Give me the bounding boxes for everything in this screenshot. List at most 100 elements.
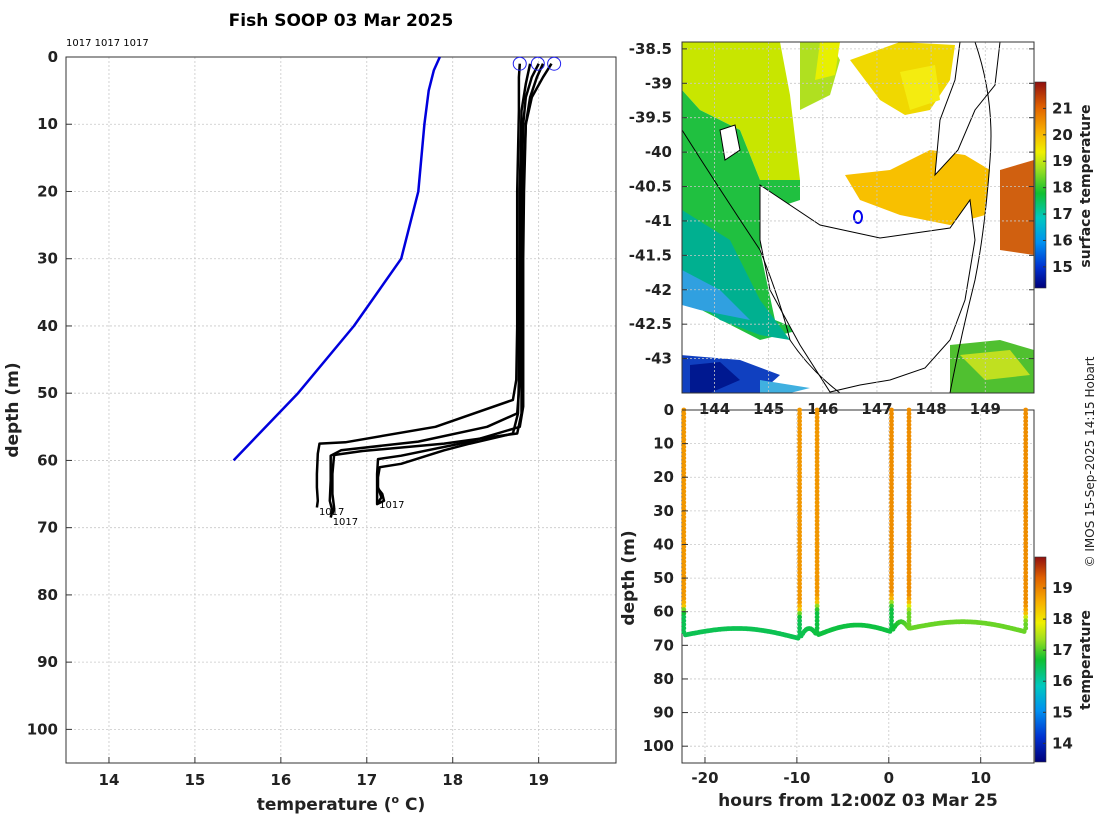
- section-data-point: [889, 415, 894, 420]
- section-data-point: [906, 503, 912, 509]
- section-data-point: [889, 599, 894, 605]
- section-data-point: [889, 485, 894, 491]
- section-data-point: [814, 592, 820, 598]
- temperature-colorbar-tick-label: 16: [1052, 672, 1073, 690]
- section-data-point: [906, 489, 912, 494]
- section-data-point: [797, 614, 802, 620]
- section-data-point: [681, 511, 687, 516]
- section-data-point: [681, 477, 687, 483]
- section-data-point: [889, 459, 894, 465]
- sst-patch-cool-water: [682, 270, 750, 320]
- profile-x-tick-label: 14: [99, 771, 120, 789]
- section-data-point: [906, 537, 912, 542]
- section-data-point: [814, 433, 820, 439]
- map-lat-tick-label: -39.5: [629, 109, 672, 127]
- profile-x-tick-label: 19: [528, 771, 549, 789]
- section-data-point: [681, 452, 687, 457]
- section-data-point: [889, 496, 894, 502]
- section-data-point: [681, 548, 687, 553]
- section-y-tick-label: 90: [653, 704, 674, 722]
- section-data-point: [681, 481, 687, 487]
- section-data-point: [797, 440, 802, 446]
- section-data-point: [889, 614, 894, 620]
- section-data-point: [814, 481, 820, 487]
- map-panel: -38.5 -39 -39.5 -40 -40.5 -41 -41.5 -42 -42.5 -43…: [629, 40, 1094, 418]
- section-data-point: [906, 418, 912, 424]
- section-data-point: [681, 614, 687, 620]
- section-data-point: [681, 555, 687, 561]
- section-data-point: [681, 500, 687, 505]
- section-data-point: [814, 577, 820, 583]
- section-data-point: [889, 529, 894, 535]
- map-lon-tick-label: 148: [915, 400, 946, 418]
- section-data-point: [906, 415, 912, 420]
- section-data-point: [889, 507, 894, 513]
- section-data-point: [906, 548, 912, 553]
- section-y-tick-label: 20: [653, 468, 674, 486]
- map-lat-tick-label: -40: [645, 143, 672, 161]
- section-data-point: [797, 500, 802, 505]
- section-data-point: [889, 503, 894, 509]
- sst-patch-deep-cold: [690, 362, 740, 393]
- map-lon-tick-label: 149: [970, 400, 1001, 418]
- cast-end-label: 1017: [319, 507, 344, 518]
- section-data-point: [906, 411, 912, 417]
- section-data-point: [814, 407, 820, 413]
- section-data-point: [906, 525, 912, 531]
- section-data-point: [814, 474, 820, 479]
- section-data-point: [797, 411, 802, 417]
- section-data-point: [681, 426, 687, 431]
- section-data-point: [814, 496, 820, 502]
- sst-patch-southeast-warm: [960, 350, 1030, 380]
- section-data-point: [889, 540, 894, 546]
- sst-patch-orange-central: [845, 150, 990, 225]
- section-data-point: [681, 603, 687, 609]
- sst-colorbar-tick-label: 16: [1052, 231, 1073, 249]
- section-data-point: [1023, 544, 1029, 550]
- section-data-point: [797, 618, 802, 624]
- section-data-point: [797, 437, 802, 442]
- x-label-main: temperature (: [257, 795, 392, 815]
- section-data-point: [814, 537, 820, 542]
- section-data-point: [797, 562, 802, 568]
- section-data-point: [906, 544, 912, 550]
- profile-y-tick-label: 60: [37, 451, 58, 469]
- section-data-point: [1023, 522, 1029, 527]
- section-data-point: [906, 518, 912, 524]
- section-data-point: [1023, 622, 1029, 627]
- section-data-point: [906, 511, 912, 516]
- section-data-point: [906, 607, 912, 613]
- sst-colorbar-label: surface temperature: [1078, 104, 1094, 267]
- section-data-point: [1023, 599, 1029, 605]
- section-data-point: [889, 551, 894, 557]
- section-data-point: [906, 596, 912, 601]
- section-data-point: [889, 592, 894, 598]
- section-data-point: [814, 611, 820, 616]
- section-data-point: [889, 492, 894, 498]
- section-data-point: [906, 522, 912, 527]
- section-data-point: [797, 470, 802, 476]
- section-data-point: [1023, 500, 1029, 505]
- section-data-point: [906, 577, 912, 583]
- temperature-colorbar-label: temperature: [1078, 610, 1094, 710]
- section-data-point: [797, 463, 802, 468]
- section-data-point: [889, 511, 894, 516]
- section-data-point: [797, 522, 802, 527]
- section-panel: -20 -10 0 10 0 10 20 30 40 50 60 70 80 90 100 hours f…: [619, 401, 1094, 811]
- continental-shelf-west: [682, 129, 841, 393]
- section-data-point: [889, 422, 894, 428]
- section-data-point: [814, 514, 820, 520]
- section-data-point: [889, 562, 894, 568]
- map-lon-tick-label: 147: [861, 400, 892, 418]
- section-data-point: [814, 625, 820, 631]
- climatology-line: [232, 56, 441, 462]
- section-data-point: [681, 522, 687, 527]
- map-lat-tick-label: -41: [645, 212, 672, 230]
- x-label-unit: C): [399, 795, 425, 815]
- section-data-point: [1023, 618, 1029, 624]
- section-data-point: [889, 607, 894, 613]
- section-data-point: [906, 574, 912, 579]
- section-data-point: [889, 585, 894, 590]
- victoria-coast: [934, 42, 1001, 177]
- section-data-point: [681, 433, 687, 439]
